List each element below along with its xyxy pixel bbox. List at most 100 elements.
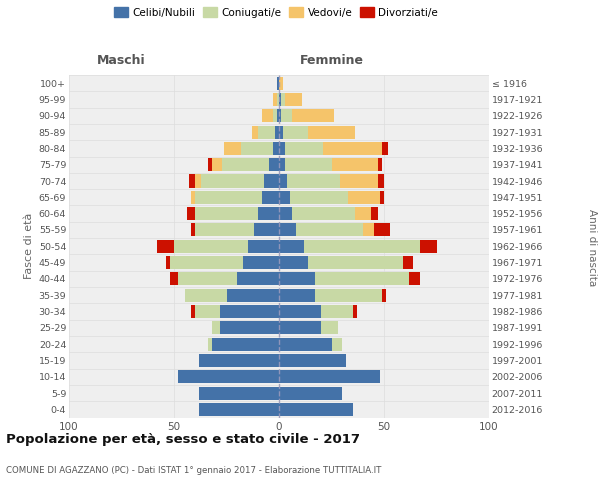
Bar [279,207,292,220]
Bar [272,142,279,155]
Bar [187,207,195,220]
Bar [279,191,290,204]
Bar [279,305,321,318]
Bar [409,272,420,285]
Bar [382,288,386,302]
Bar [304,240,420,253]
Bar [195,207,258,220]
Bar [279,224,296,236]
Bar [281,93,286,106]
Legend: Celibi/Nubili, Coniugati/e, Vedovi/e, Divorziati/e: Celibi/Nubili, Coniugati/e, Vedovi/e, Di… [112,5,440,20]
Bar [279,370,380,383]
Bar [212,338,279,350]
Bar [188,174,195,188]
Bar [265,174,279,188]
Bar [195,305,220,318]
Bar [292,207,355,220]
Bar [195,174,202,188]
Bar [224,142,241,155]
Bar [286,158,331,171]
Bar [258,207,279,220]
Bar [157,240,174,253]
Bar [279,338,331,350]
Bar [331,338,342,350]
Bar [254,224,279,236]
Bar [279,354,346,367]
Bar [275,126,279,138]
Text: Maschi: Maschi [97,54,146,68]
Bar [378,174,384,188]
Bar [279,386,342,400]
Bar [331,158,378,171]
Bar [272,109,277,122]
Bar [185,288,227,302]
Bar [208,338,212,350]
Bar [279,288,314,302]
Bar [279,403,353,416]
Bar [314,272,409,285]
Bar [279,158,286,171]
Bar [283,126,308,138]
Bar [212,158,223,171]
Bar [403,256,413,269]
Bar [272,93,277,106]
Bar [199,386,279,400]
Bar [378,158,382,171]
Bar [170,272,178,285]
Bar [279,93,281,106]
Bar [227,288,279,302]
Bar [292,109,334,122]
Bar [279,174,287,188]
Bar [321,305,353,318]
Text: Anni di nascita: Anni di nascita [587,209,597,286]
Bar [279,240,304,253]
Bar [220,305,279,318]
Bar [321,322,338,334]
Bar [212,322,220,334]
Bar [241,142,272,155]
Bar [286,93,302,106]
Bar [178,272,237,285]
Bar [195,224,254,236]
Bar [382,142,388,155]
Bar [279,76,283,90]
Bar [195,191,262,204]
Bar [279,256,308,269]
Bar [355,207,371,220]
Bar [244,256,279,269]
Bar [287,174,340,188]
Bar [199,354,279,367]
Bar [279,126,283,138]
Bar [174,240,248,253]
Bar [363,224,373,236]
Bar [279,322,321,334]
Bar [353,305,356,318]
Bar [262,191,279,204]
Bar [308,256,403,269]
Text: Femmine: Femmine [299,54,364,68]
Bar [290,191,348,204]
Bar [262,109,272,122]
Bar [277,76,279,90]
Bar [178,370,279,383]
Bar [296,224,363,236]
Bar [269,158,279,171]
Bar [252,126,258,138]
Bar [199,403,279,416]
Bar [340,174,378,188]
Bar [281,109,292,122]
Bar [208,158,212,171]
Bar [191,191,195,204]
Bar [279,109,281,122]
Bar [223,158,269,171]
Y-axis label: Fasce di età: Fasce di età [25,213,34,280]
Bar [314,288,382,302]
Bar [286,142,323,155]
Bar [373,224,391,236]
Bar [277,109,279,122]
Bar [191,305,195,318]
Bar [308,126,355,138]
Bar [220,322,279,334]
Text: COMUNE DI AGAZZANO (PC) - Dati ISTAT 1° gennaio 2017 - Elaborazione TUTTITALIA.I: COMUNE DI AGAZZANO (PC) - Dati ISTAT 1° … [6,466,382,475]
Bar [191,224,195,236]
